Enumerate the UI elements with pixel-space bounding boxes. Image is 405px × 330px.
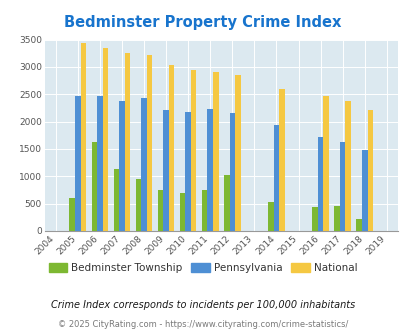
Bar: [97, 96, 102, 231]
Text: Crime Index corresponds to incidents per 100,000 inhabitants: Crime Index corresponds to incidents per…: [51, 300, 354, 310]
Bar: [102, 49, 108, 231]
Bar: [179, 193, 185, 231]
Text: Bedminster Property Crime Index: Bedminster Property Crime Index: [64, 15, 341, 30]
Bar: [158, 190, 163, 231]
Bar: [207, 109, 213, 231]
Bar: [345, 101, 350, 231]
Bar: [124, 53, 130, 231]
Bar: [361, 149, 367, 231]
Bar: [163, 110, 168, 231]
Bar: [185, 112, 190, 231]
Bar: [69, 198, 75, 231]
Bar: [334, 206, 339, 231]
Bar: [92, 142, 97, 231]
Bar: [135, 179, 141, 231]
Bar: [190, 70, 196, 231]
Bar: [80, 43, 86, 231]
Bar: [168, 65, 174, 231]
Bar: [367, 110, 372, 231]
Text: © 2025 CityRating.com - https://www.cityrating.com/crime-statistics/: © 2025 CityRating.com - https://www.city…: [58, 319, 347, 329]
Bar: [273, 125, 279, 231]
Bar: [268, 202, 273, 231]
Bar: [322, 96, 328, 231]
Bar: [113, 170, 119, 231]
Bar: [229, 113, 234, 231]
Bar: [356, 219, 361, 231]
Bar: [213, 72, 218, 231]
Bar: [201, 190, 207, 231]
Bar: [339, 142, 345, 231]
Bar: [317, 137, 322, 231]
Bar: [224, 175, 229, 231]
Bar: [119, 101, 124, 231]
Bar: [75, 96, 80, 231]
Bar: [279, 89, 284, 231]
Legend: Bedminster Township, Pennsylvania, National: Bedminster Township, Pennsylvania, Natio…: [44, 259, 361, 277]
Bar: [141, 98, 146, 231]
Bar: [146, 55, 152, 231]
Bar: [311, 208, 317, 231]
Bar: [234, 75, 240, 231]
